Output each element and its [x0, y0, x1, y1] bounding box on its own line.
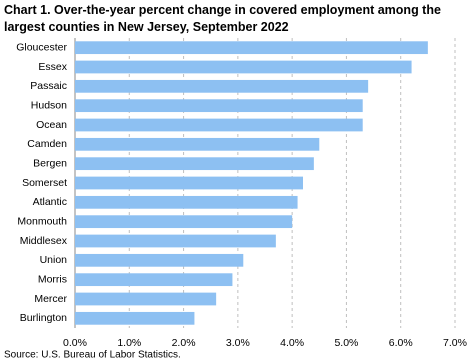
bar: [75, 215, 293, 229]
x-tick-label: 6.0%: [389, 337, 413, 349]
y-tick-label: Middlesex: [20, 235, 68, 247]
y-tick-label: Bergen: [33, 157, 67, 169]
bar: [75, 176, 303, 190]
x-tick-label: 1.0%: [117, 337, 141, 349]
bar: [75, 311, 195, 325]
y-tick-label: Morris: [38, 273, 67, 285]
chart-title: Chart 1. Over-the-year percent change in…: [4, 3, 441, 34]
x-tick-label: 7.0%: [443, 337, 467, 349]
bar: [75, 60, 412, 74]
y-tick-label: Atlantic: [33, 196, 67, 208]
y-tick-label: Hudson: [31, 99, 67, 111]
x-tick-label: 5.0%: [334, 337, 358, 349]
x-tick-label: 3.0%: [226, 337, 250, 349]
bar: [75, 41, 428, 55]
y-tick-label: Union: [40, 254, 68, 266]
y-tick-label: Somerset: [22, 177, 67, 189]
bar: [75, 292, 217, 306]
bar: [75, 137, 320, 151]
x-tick-label: 0.0%: [63, 337, 87, 349]
x-tick-label: 4.0%: [280, 337, 304, 349]
y-tick-label: Mercer: [34, 293, 67, 305]
bar: [75, 273, 233, 287]
y-tick-label: Camden: [27, 138, 67, 150]
y-tick-label: Gloucester: [16, 41, 67, 53]
bar: [75, 157, 314, 171]
bar: [75, 99, 363, 113]
y-tick-label: Monmouth: [17, 215, 67, 227]
x-tick-label: 2.0%: [172, 337, 196, 349]
y-tick-label: Burlington: [20, 312, 67, 324]
y-tick-label: Ocean: [36, 119, 67, 131]
y-tick-label: Passaic: [30, 80, 67, 92]
bar: [75, 118, 363, 132]
bar: [75, 195, 298, 209]
bar: [75, 234, 276, 248]
bar: [75, 79, 369, 93]
source-note: Source: U.S. Bureau of Labor Statistics.: [4, 350, 181, 361]
y-tick-label: Essex: [38, 61, 67, 73]
bar: [75, 253, 244, 267]
